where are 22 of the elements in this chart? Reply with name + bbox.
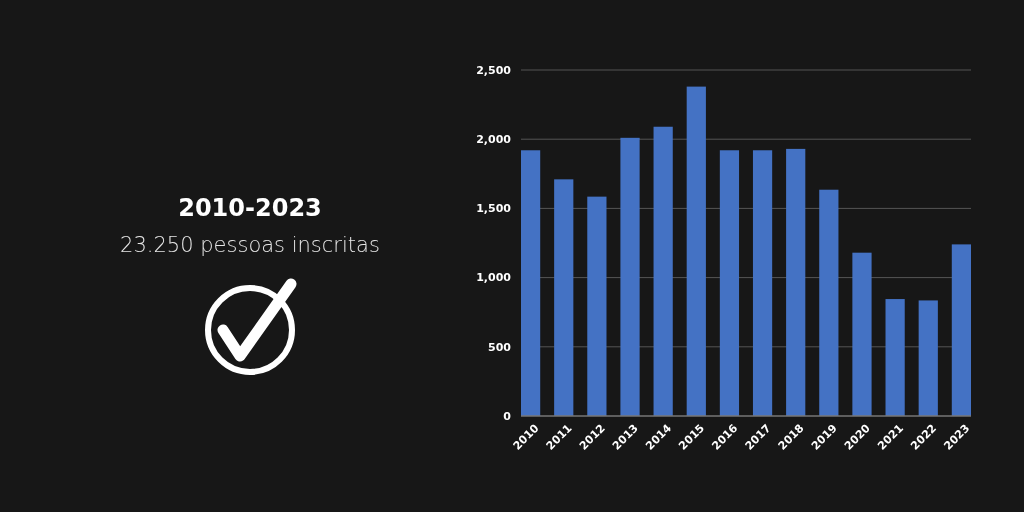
bar: [686, 86, 706, 416]
y-tick-label: 1,500: [476, 202, 512, 216]
bar: [819, 189, 839, 416]
y-tick-label: 2,000: [476, 133, 512, 147]
bar: [719, 150, 740, 416]
bar: [752, 150, 773, 416]
y-tick-label: 0: [503, 409, 512, 423]
text: 23.250 pessoas inscritas: [120, 233, 380, 257]
bar: [885, 299, 905, 416]
bar: [918, 300, 938, 416]
bar: [521, 150, 541, 416]
bar: [852, 252, 872, 416]
y-tick-label: 1,000: [476, 271, 512, 285]
y-tick-label: 2,500: [476, 63, 512, 77]
text: 2010-2023: [178, 194, 322, 222]
bar: [620, 137, 640, 416]
bar: [653, 126, 673, 416]
bar: [786, 148, 806, 416]
bar: [587, 196, 607, 416]
y-tick-label: 500: [488, 340, 512, 354]
bar: [554, 179, 574, 416]
bar: [951, 244, 971, 416]
